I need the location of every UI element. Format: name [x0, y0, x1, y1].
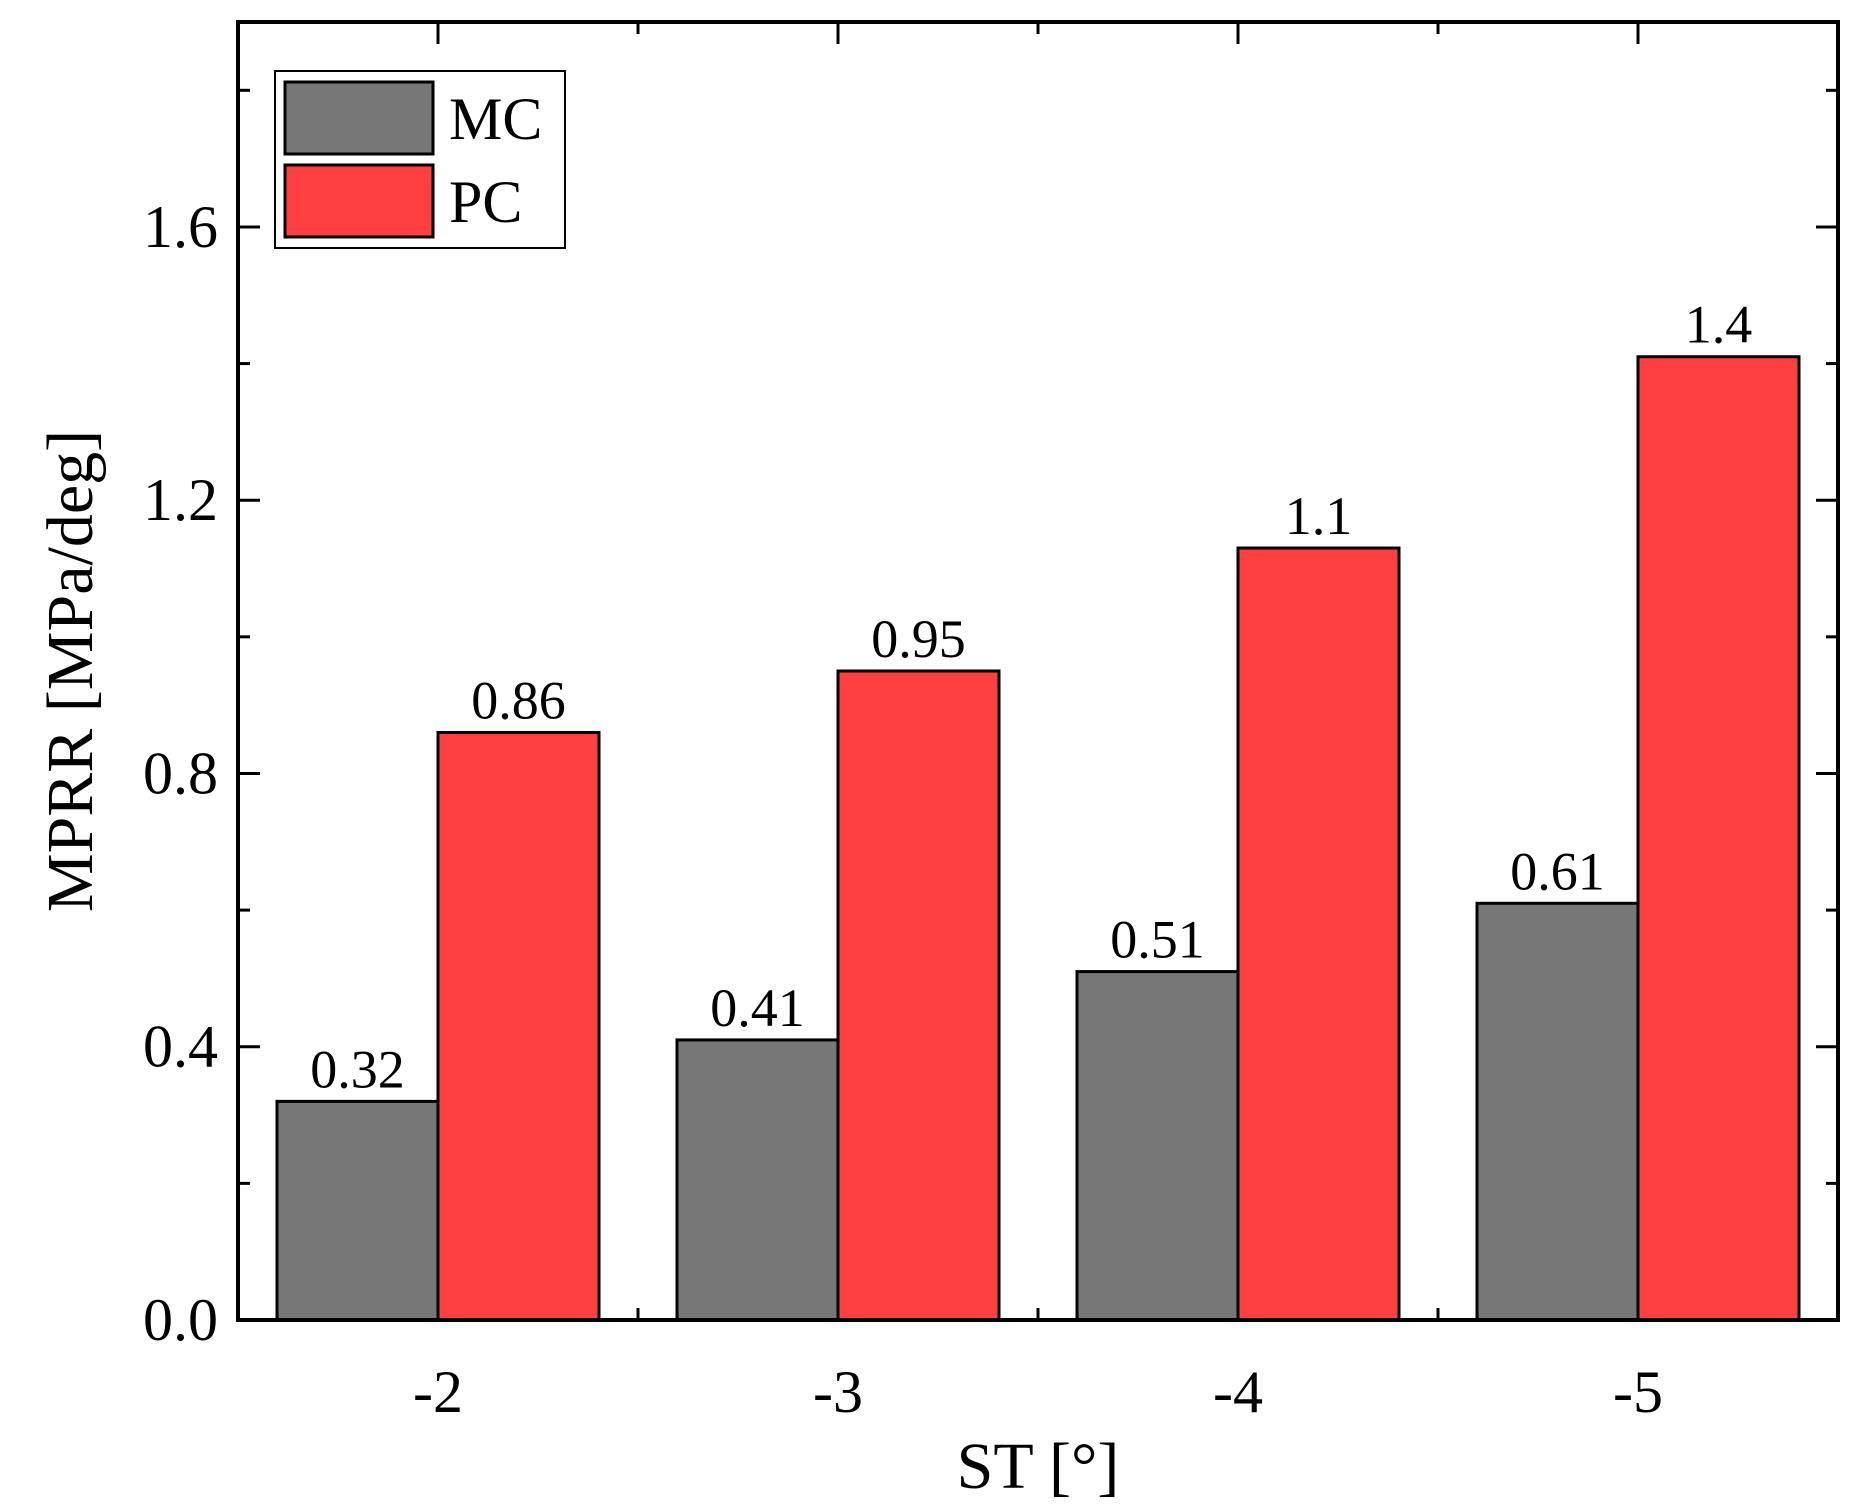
- legend-label-pc: PC: [449, 169, 522, 235]
- bar-mc-1: [275, 1099, 440, 1322]
- data-label-mc-4: 0.61: [1510, 841, 1605, 901]
- data-label-mc-1: 0.32: [310, 1039, 405, 1099]
- y-tick-label-5: 1.6: [143, 194, 218, 260]
- x-tick-label-3: -4: [1213, 1359, 1263, 1425]
- data-labels-layer: 0.32 0.86 0.41 0.95 0.51 1.1 0.61 1.4: [310, 295, 1752, 1100]
- plot-frame: [236, 20, 1840, 1322]
- bar-mc-2: [675, 1038, 840, 1322]
- bar-pc-4: [1636, 355, 1801, 1322]
- legend-label-mc: MC: [449, 86, 542, 152]
- bar-mc-3: [1075, 970, 1240, 1322]
- data-label-pc-3: 1.1: [1285, 486, 1353, 546]
- legend-swatch-pc: [283, 163, 435, 239]
- y-tick-label-4: 1.2: [143, 467, 218, 533]
- bar-pc-3: [1236, 546, 1401, 1322]
- legend-swatch-mc: [283, 80, 435, 156]
- x-tick-label-2: -3: [813, 1359, 863, 1425]
- x-axis-title: ST [°]: [957, 1430, 1120, 1503]
- x-tick-label-4: -5: [1613, 1359, 1663, 1425]
- data-label-pc-1: 0.86: [471, 670, 566, 730]
- y-tick-label-1: 0.0: [143, 1287, 218, 1353]
- y-tick-label-2: 0.4: [143, 1014, 218, 1080]
- bar-mc-4: [1475, 901, 1640, 1322]
- data-label-pc-2: 0.95: [871, 609, 966, 669]
- data-label-mc-2: 0.41: [710, 978, 805, 1038]
- bar-pc-2: [836, 669, 1001, 1322]
- legend: MC PC: [274, 70, 566, 249]
- y-axis-title: MPRR [MPa/deg]: [34, 430, 107, 912]
- data-label-mc-3: 0.51: [1110, 910, 1205, 970]
- bars-layer: [275, 355, 1801, 1322]
- x-tick-label-1: -2: [413, 1359, 463, 1425]
- bar-pc-1: [436, 730, 601, 1322]
- y-tick-label-3: 0.8: [143, 740, 218, 806]
- data-label-pc-4: 1.4: [1685, 295, 1753, 355]
- axes-layer: 0.0 0.4 0.8 1.2 1.6 -2 -3 -4 -5: [143, 22, 1840, 1425]
